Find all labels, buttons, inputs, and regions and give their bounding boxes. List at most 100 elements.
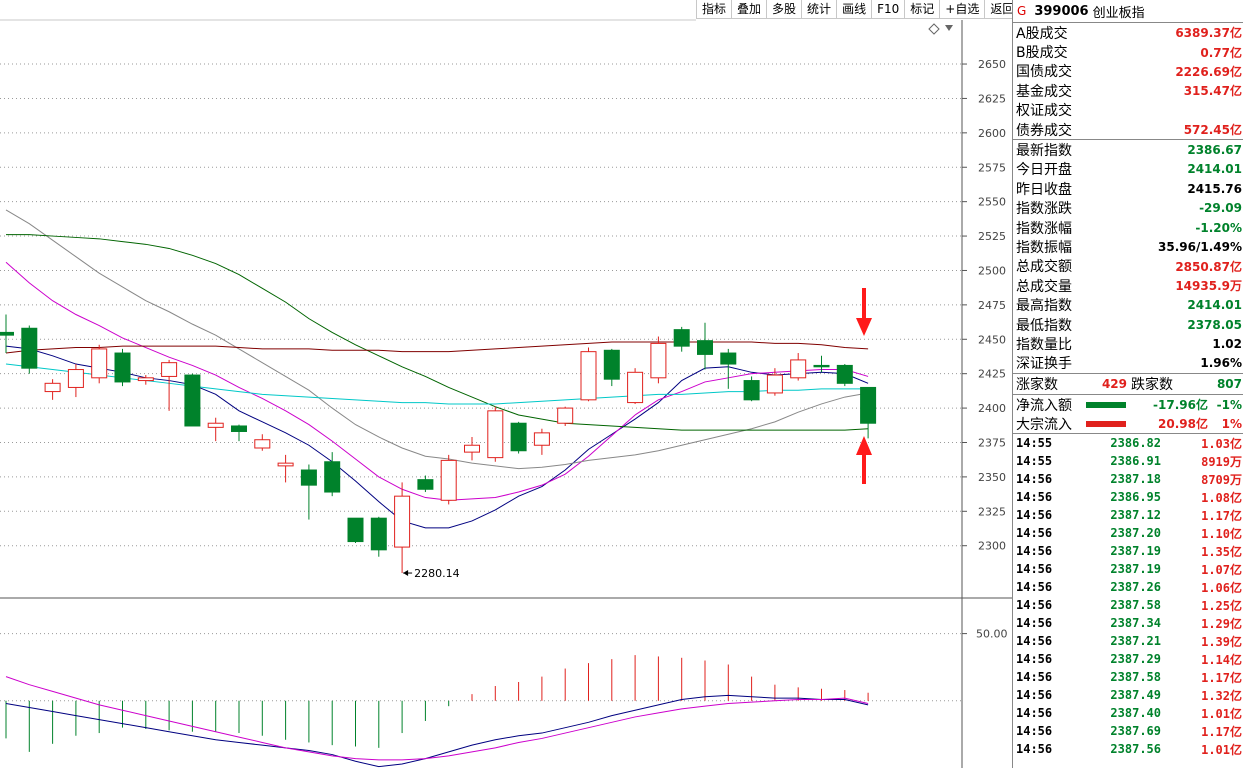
toolbar-overlay-button[interactable]: 叠加 xyxy=(731,0,766,18)
turnover-row: 债券成交 572.45亿 xyxy=(1013,120,1243,139)
candle-body-up xyxy=(161,362,178,377)
tick-volume: 1.17亿 xyxy=(1201,670,1242,685)
tick-volume: 1.06亿 xyxy=(1201,580,1242,595)
index-stat-value: 2850.87亿 xyxy=(1175,259,1242,274)
index-stat-value: -29.09 xyxy=(1199,201,1242,216)
tick-price: 2387.19 xyxy=(1110,562,1161,577)
candle-body-up xyxy=(790,359,807,379)
candle-body-up xyxy=(440,459,457,501)
kline-chart[interactable]: 2650 2625 2600 2575 2550 2525 2500 2475 2450 2425… xyxy=(0,0,1012,768)
tick-price: 2387.58 xyxy=(1110,598,1161,613)
index-stat-row: 今日开盘 2414.01 xyxy=(1013,160,1243,179)
toolbar-statistics-button[interactable]: 统计 xyxy=(801,0,836,18)
candle-body-down xyxy=(114,352,131,383)
toolbar-f10-button[interactable]: F10 xyxy=(871,0,904,18)
sub-line xyxy=(5,676,869,761)
tick-time: 14:55 xyxy=(1016,436,1053,451)
y-tick-label: 2325 xyxy=(978,505,1006,518)
y-tick-label: 2550 xyxy=(978,196,1006,209)
index-stat-row: 指数涨跌 -29.09 xyxy=(1013,199,1243,218)
candle-body-up xyxy=(91,348,108,379)
turnover-value: 2226.69亿 xyxy=(1175,64,1242,79)
tick-time: 14:56 xyxy=(1016,688,1053,703)
tick-row: 14:56 2387.40 1.01亿 xyxy=(1013,704,1243,722)
fund-flow-row: 大宗流入 20.98亿 1% xyxy=(1013,414,1243,433)
tick-row: 14:56 2387.29 1.14亿 xyxy=(1013,650,1243,668)
index-name: 创业板指 xyxy=(1092,5,1145,21)
tick-time: 14:56 xyxy=(1016,526,1053,541)
toolbar-indicator-button[interactable]: 指标 xyxy=(696,0,731,18)
index-stat-value: 35.96/1.49% xyxy=(1158,239,1242,254)
y-tick-label: 2500 xyxy=(978,264,1006,277)
toolbar-back-button[interactable]: 返回 xyxy=(984,0,1019,18)
candle-body-down xyxy=(697,340,713,355)
tick-time: 14:56 xyxy=(1016,706,1053,721)
index-stat-value: 2415.76 xyxy=(1187,181,1242,196)
candle-body-down xyxy=(720,352,737,365)
fund-flow-row: 净流入额 -17.96亿 -1% xyxy=(1013,395,1243,414)
tick-row: 14:56 2387.69 1.17亿 xyxy=(1013,722,1243,740)
toolbar-mark-button[interactable]: 标记 xyxy=(904,0,939,18)
index-stat-row: 指数量比 1.02 xyxy=(1013,334,1243,353)
turnover-value: 315.47亿 xyxy=(1183,84,1242,99)
tick-row: 14:56 2387.19 1.35亿 xyxy=(1013,542,1243,560)
tick-row: 14:56 2387.58 1.25亿 xyxy=(1013,596,1243,614)
index-stat-row: 最高指数 2414.01 xyxy=(1013,295,1243,314)
candle-body-down xyxy=(300,469,317,486)
candle-body-down xyxy=(836,364,853,384)
tick-volume: 1.39亿 xyxy=(1201,634,1242,649)
index-stat-value: -1.20% xyxy=(1195,220,1242,235)
tick-time: 14:56 xyxy=(1016,544,1053,559)
tick-list[interactable]: 14:55 2386.82 1.03亿 14:55 2386.91 8919万 14:56 2… xyxy=(1013,434,1243,758)
y-tick-label: 2300 xyxy=(978,540,1006,553)
kline-chart-area[interactable]: 2650 2625 2600 2575 2550 2525 2500 2475 2450 2425… xyxy=(0,0,1020,768)
tick-time: 14:56 xyxy=(1016,634,1053,649)
up-count-value: 429 xyxy=(1101,377,1127,392)
index-stat-value: 14935.9万 xyxy=(1175,279,1242,294)
sub-line xyxy=(5,694,869,768)
tick-price: 2387.19 xyxy=(1110,544,1161,559)
candle-body-up xyxy=(277,462,294,467)
toolbar-draw-line-button[interactable]: 画线 xyxy=(836,0,871,18)
index-stat-row: 最新指数 2386.67 xyxy=(1013,140,1243,159)
tick-time: 14:56 xyxy=(1016,670,1053,685)
toolbar-add-watchlist-button[interactable]: +自选 xyxy=(939,0,984,18)
index-stat-row: 指数涨幅 -1.20% xyxy=(1013,218,1243,237)
index-stat-label: 指数涨幅 xyxy=(1016,220,1072,237)
fund-flow-pct: -1% xyxy=(1216,397,1242,412)
candle-body-up xyxy=(394,495,411,548)
index-stat-row: 指数振幅 35.96/1.49% xyxy=(1013,237,1243,256)
ma-line xyxy=(5,209,869,470)
turnover-row: 国债成交 2226.69亿 xyxy=(1013,62,1243,81)
g-mark-icon: G xyxy=(1017,4,1027,18)
index-stat-value: 2414.01 xyxy=(1187,162,1242,177)
tick-price: 2386.82 xyxy=(1110,436,1161,451)
tick-time: 14:55 xyxy=(1016,454,1053,469)
tick-row: 14:56 2387.21 1.39亿 xyxy=(1013,632,1243,650)
diamond-icon xyxy=(928,23,940,35)
turnover-label: B股成交 xyxy=(1016,45,1068,62)
candle-body-down xyxy=(0,331,14,336)
y-tick-label: 2625 xyxy=(978,92,1006,105)
dropdown-triangle-icon xyxy=(945,25,953,31)
candle-body-down xyxy=(860,386,877,424)
toolbar-multi-stock-button[interactable]: 多股 xyxy=(766,0,801,18)
turnover-value: 572.45亿 xyxy=(1183,123,1242,138)
y-tick-label: 2600 xyxy=(978,127,1006,140)
tick-price: 2387.29 xyxy=(1110,652,1161,667)
candle-body-up xyxy=(557,407,574,424)
tick-volume: 1.01亿 xyxy=(1201,742,1242,757)
tick-time: 14:56 xyxy=(1016,742,1053,757)
tick-volume: 8919万 xyxy=(1201,454,1242,469)
turnover-value: 0.77亿 xyxy=(1200,45,1242,60)
tick-row: 14:56 2386.95 1.08亿 xyxy=(1013,488,1243,506)
tick-row: 14:56 2387.12 1.17亿 xyxy=(1013,506,1243,524)
sub-y-tick-label: 50.00 xyxy=(976,628,1008,641)
turnover-row: B股成交 0.77亿 xyxy=(1013,42,1243,61)
candle-body-up xyxy=(207,422,224,428)
tick-volume: 1.32亿 xyxy=(1201,688,1242,703)
index-stat-value: 2414.01 xyxy=(1187,298,1242,313)
index-stat-row: 总成交额 2850.87亿 xyxy=(1013,257,1243,276)
candle-body-up xyxy=(464,444,480,453)
tick-time: 14:56 xyxy=(1016,472,1053,487)
